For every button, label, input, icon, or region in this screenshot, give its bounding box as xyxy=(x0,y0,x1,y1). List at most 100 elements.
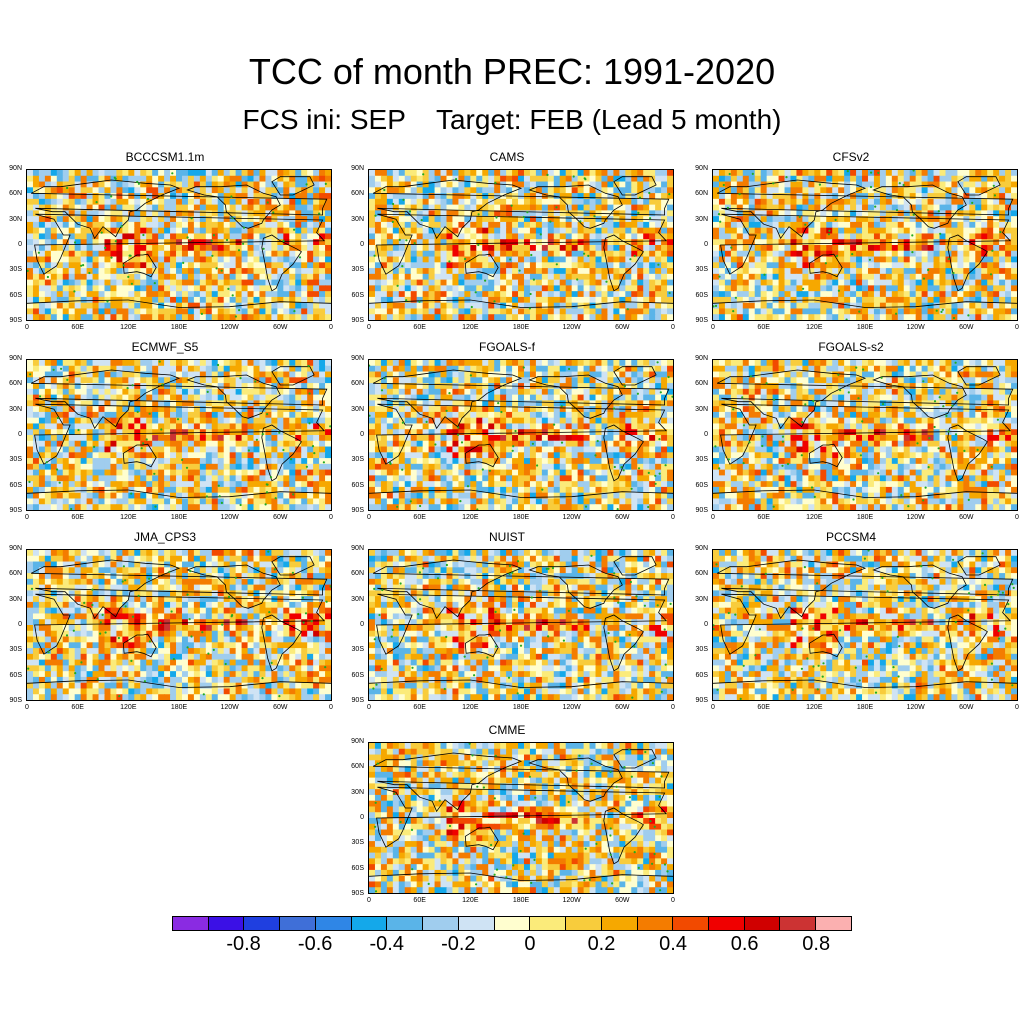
significance-marker xyxy=(722,183,725,187)
longitude-label: 180E xyxy=(170,324,188,331)
significance-marker xyxy=(200,312,203,315)
significance-marker xyxy=(886,590,889,593)
coastline xyxy=(947,234,988,292)
latitude-label: 0 xyxy=(18,621,22,628)
significance-marker xyxy=(73,241,77,244)
significance-marker xyxy=(851,253,854,256)
figure-title: TCC of month PREC: 1991-2020 xyxy=(248,51,776,92)
panel-title: CMME xyxy=(488,723,526,737)
longitude-label: 60E xyxy=(757,704,770,711)
longitude-label: 180E xyxy=(512,324,530,331)
latitude-label: 30N xyxy=(351,788,364,796)
significance-marker xyxy=(902,183,905,187)
significance-marker xyxy=(924,486,927,489)
coastline xyxy=(271,176,315,196)
significance-marker xyxy=(101,613,104,616)
significance-marker xyxy=(967,592,971,595)
significance-marker xyxy=(266,201,269,204)
significance-marker xyxy=(189,238,192,241)
significance-marker xyxy=(947,257,950,261)
longitude-label: 0 xyxy=(25,704,29,711)
longitude-label: 60W xyxy=(615,704,630,711)
significance-marker xyxy=(401,265,404,268)
coastline xyxy=(122,443,157,468)
significance-marker xyxy=(647,471,650,474)
significance-marker xyxy=(311,445,315,448)
significance-marker xyxy=(927,268,930,272)
significance-marker xyxy=(531,442,534,445)
longitude-label: 120W xyxy=(562,514,581,521)
significance-marker xyxy=(528,775,531,778)
coastline xyxy=(808,253,843,278)
significance-marker xyxy=(445,635,448,638)
significance-marker xyxy=(381,588,384,592)
map-panel: CAMS 90N 60N 30N 0 30S 60S 90S 0 60E 120E 180E 120W 6… xyxy=(342,150,675,340)
latitude-label: 90N xyxy=(695,355,708,362)
colorbar-swatch xyxy=(244,917,281,930)
coastline xyxy=(872,184,967,229)
significance-marker xyxy=(997,590,1000,593)
significance-marker xyxy=(438,799,441,802)
significance-marker xyxy=(493,797,496,800)
coastline xyxy=(713,299,1017,308)
significance-marker xyxy=(494,610,497,613)
significance-marker xyxy=(72,629,75,632)
significance-marker xyxy=(658,438,661,441)
significance-marker xyxy=(137,182,140,185)
latitude-label: 0 xyxy=(704,241,708,248)
significance-marker xyxy=(66,378,69,381)
significance-marker xyxy=(172,658,175,661)
significance-marker xyxy=(445,409,448,412)
significance-marker xyxy=(587,254,590,257)
coastline xyxy=(186,184,281,229)
significance-marker xyxy=(383,188,386,192)
latitude-label: 90S xyxy=(695,317,708,324)
significance-marker xyxy=(391,220,394,223)
significance-marker xyxy=(136,410,139,413)
significance-marker xyxy=(730,246,733,249)
coastline xyxy=(369,489,673,498)
significance-marker xyxy=(495,216,498,219)
coastline xyxy=(261,614,302,672)
significance-marker xyxy=(798,215,801,218)
significance-marker xyxy=(900,494,903,497)
significance-marker xyxy=(660,690,663,693)
colorbar-swatch xyxy=(566,917,602,930)
significance-marker xyxy=(912,170,915,172)
significance-marker xyxy=(997,629,1000,632)
significance-marker xyxy=(56,468,59,471)
colorbar-tick-label: 0.6 xyxy=(730,933,759,955)
coastline xyxy=(271,556,315,576)
panel-title: JMA_CPS3 xyxy=(133,530,197,544)
significance-marker xyxy=(324,666,327,669)
significance-marker xyxy=(541,488,544,491)
significance-marker xyxy=(113,176,116,179)
significance-marker xyxy=(419,598,422,601)
significance-marker xyxy=(282,448,285,452)
coastline xyxy=(186,564,281,609)
longitude-label: 0 xyxy=(671,897,675,904)
significance-marker xyxy=(239,377,242,380)
significance-marker xyxy=(481,468,484,471)
coastline xyxy=(27,489,331,498)
significance-marker xyxy=(405,299,408,302)
latitude-label: 60N xyxy=(695,570,708,578)
coastline xyxy=(369,679,673,688)
significance-marker xyxy=(322,461,325,464)
significance-marker xyxy=(114,240,117,243)
colorbar-swatch xyxy=(423,917,459,930)
latitude-label: 0 xyxy=(360,241,364,248)
longitude-label: 60E xyxy=(757,324,770,331)
significance-marker xyxy=(996,418,999,421)
significance-marker xyxy=(231,294,234,297)
significance-marker xyxy=(497,402,500,405)
longitude-label: 0 xyxy=(671,324,675,331)
significance-marker xyxy=(398,238,401,241)
significance-marker xyxy=(218,495,221,498)
colorbar-swatch xyxy=(173,917,209,930)
significance-marker xyxy=(402,198,405,201)
latitude-label: 90N xyxy=(351,738,364,745)
significance-marker xyxy=(668,193,671,196)
significance-marker xyxy=(1007,603,1010,606)
significance-marker xyxy=(812,627,815,630)
